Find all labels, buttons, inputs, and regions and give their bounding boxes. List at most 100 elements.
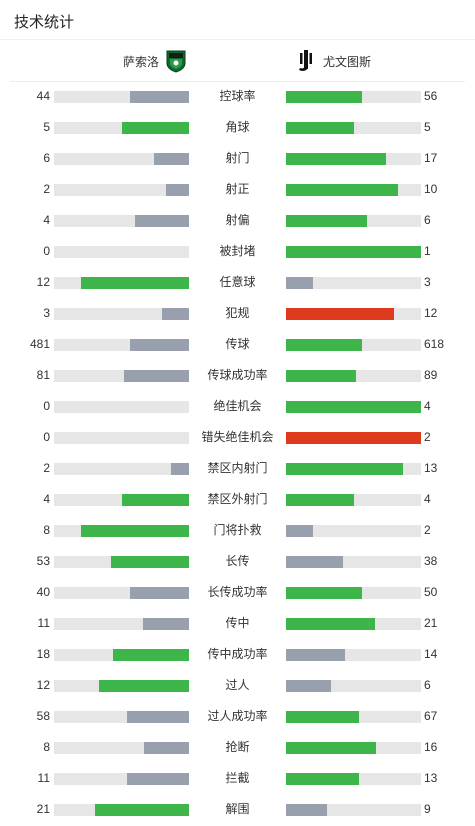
away-stat-value: 17	[424, 151, 438, 165]
away-stat-bar-fill	[286, 401, 421, 413]
page-title: 技术统计	[14, 13, 75, 31]
home-stat-value: 12	[36, 678, 50, 692]
home-stat-bar	[54, 184, 189, 196]
away-stat-value: 10	[424, 182, 438, 196]
away-stat-value: 618	[424, 337, 445, 351]
home-stat-value: 40	[36, 585, 50, 599]
home-stat-bar-fill	[162, 308, 189, 320]
away-stat-bar	[286, 773, 421, 785]
home-stat-bar	[54, 215, 189, 227]
stat-label: 传中成功率	[207, 647, 268, 661]
away-stat-bar-fill	[286, 711, 359, 723]
home-stat-bar-fill	[98, 680, 189, 692]
home-stat-value: 8	[43, 740, 50, 754]
away-stat-bar-fill	[286, 525, 313, 537]
stat-label: 任意球	[219, 275, 256, 289]
away-stat-bar-fill	[286, 649, 346, 661]
stat-row: 2 禁区内射门 13	[0, 453, 475, 484]
stat-label: 长传	[225, 554, 250, 568]
home-stat-value: 481	[29, 337, 50, 351]
away-stat-value: 4	[424, 492, 431, 506]
stat-label: 传中	[225, 616, 250, 630]
home-stat-value: 44	[36, 89, 50, 103]
home-stat-bar	[54, 432, 189, 444]
away-stat-bar	[286, 618, 421, 630]
away-stat-value: 6	[424, 678, 431, 692]
away-stat-bar-fill	[286, 122, 354, 134]
stat-label: 被封堵	[219, 244, 256, 258]
stat-label: 角球	[225, 120, 250, 134]
stat-label: 禁区内射门	[207, 461, 268, 475]
away-stat-value: 4	[424, 399, 431, 413]
away-stat-bar	[286, 91, 421, 103]
away-stat-value: 13	[424, 771, 438, 785]
home-stat-bar-fill	[110, 556, 189, 568]
stat-label: 长传成功率	[207, 585, 268, 599]
stat-row: 58 过人成功率 67	[0, 701, 475, 732]
away-stat-value: 2	[424, 430, 431, 444]
home-stat-value: 4	[43, 492, 50, 506]
stat-label: 射门	[225, 151, 250, 165]
away-stat-bar	[286, 494, 421, 506]
home-stat-value: 2	[43, 182, 50, 196]
home-team[interactable]: 萨索洛	[123, 49, 187, 73]
stat-row: 5 角球 5	[0, 112, 475, 143]
home-stat-bar-fill	[144, 742, 189, 754]
home-stat-bar-fill	[143, 618, 189, 630]
home-stat-bar	[54, 308, 189, 320]
away-stat-value: 5	[424, 120, 431, 134]
home-stat-bar	[54, 246, 189, 258]
home-stat-bar-fill	[129, 91, 189, 103]
home-stat-value: 2	[43, 461, 50, 475]
stat-row: 53 长传 38	[0, 546, 475, 577]
away-stat-bar-fill	[286, 277, 313, 289]
home-stat-bar-fill	[81, 277, 189, 289]
away-stat-bar	[286, 587, 421, 599]
home-stat-bar	[54, 91, 189, 103]
away-stat-bar	[286, 649, 421, 661]
away-stat-value: 12	[424, 306, 438, 320]
home-stat-value: 53	[36, 554, 50, 568]
home-stat-bar-fill	[121, 122, 189, 134]
home-stat-bar	[54, 370, 189, 382]
away-stat-bar-fill	[286, 246, 421, 258]
away-stat-bar	[286, 122, 421, 134]
home-stat-bar-fill	[126, 711, 189, 723]
stat-label: 射正	[225, 182, 250, 196]
away-team[interactable]: 尤文图斯	[295, 49, 371, 73]
stat-row: 3 犯规 12	[0, 298, 475, 329]
stat-label: 传球成功率	[207, 368, 268, 382]
away-stat-bar	[286, 711, 421, 723]
away-stat-bar	[286, 339, 421, 351]
home-stat-value: 4	[43, 213, 50, 227]
away-stat-value: 50	[424, 585, 438, 599]
stat-row: 4 射偏 6	[0, 205, 475, 236]
away-stat-bar	[286, 804, 421, 816]
away-stat-value: 1	[424, 244, 431, 258]
away-stat-bar-fill	[286, 370, 357, 382]
stat-label: 解围	[225, 802, 250, 816]
home-stat-bar	[54, 339, 189, 351]
stat-label: 射偏	[225, 213, 250, 227]
home-stat-value: 18	[36, 647, 50, 661]
stat-label: 抢断	[225, 740, 250, 754]
away-stat-bar-fill	[286, 215, 367, 227]
away-stat-bar	[286, 525, 421, 537]
away-stat-bar-fill	[286, 463, 404, 475]
away-stat-bar-fill	[286, 618, 376, 630]
home-stat-bar	[54, 122, 189, 134]
home-stat-bar	[54, 649, 189, 661]
away-stat-bar-fill	[286, 804, 327, 816]
stat-row: 18 传中成功率 14	[0, 639, 475, 670]
stat-row: 40 长传成功率 50	[0, 577, 475, 608]
home-stat-value: 81	[36, 368, 50, 382]
home-stat-value: 6	[43, 151, 50, 165]
stat-row: 481 传球 618	[0, 329, 475, 360]
away-stat-value: 3	[424, 275, 431, 289]
home-stat-bar	[54, 804, 189, 816]
home-stat-bar	[54, 556, 189, 568]
away-stat-value: 13	[424, 461, 438, 475]
home-stat-bar	[54, 618, 189, 630]
away-stat-value: 2	[424, 523, 431, 537]
away-stat-bar	[286, 401, 421, 413]
